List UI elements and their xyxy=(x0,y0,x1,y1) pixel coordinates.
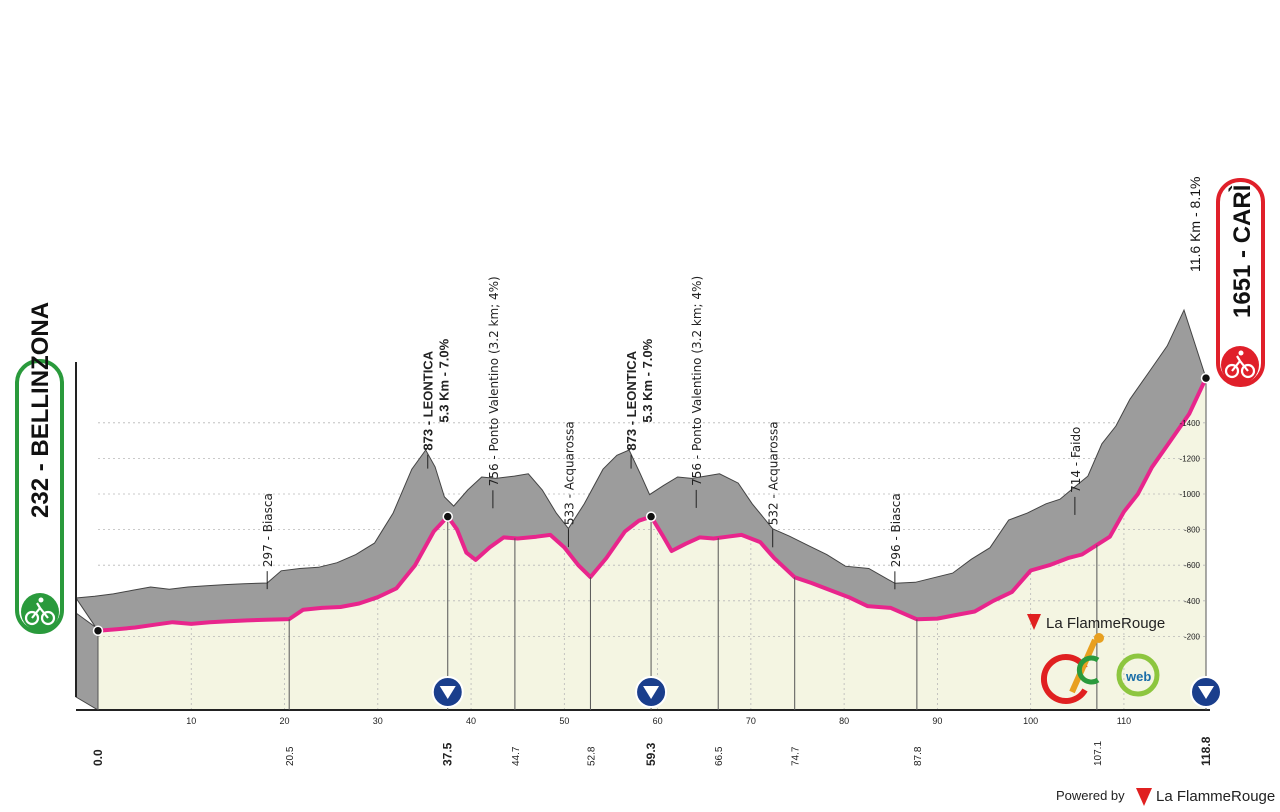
y-tick-label: -200 xyxy=(1184,632,1201,641)
y-tick-label: -1000 xyxy=(1180,490,1201,499)
start-dot xyxy=(92,625,104,636)
climb-name-label: 873 - LEONTICA xyxy=(624,350,639,450)
route-line-layer xyxy=(75,362,1210,711)
km-marker-label: 107.1 xyxy=(1093,741,1104,766)
profile-area-layer xyxy=(98,378,1206,710)
tick-label-layer: 10 20 30 40 50 60 70 80 90 100 110 -200 -400 -600 -800… xyxy=(186,419,1200,726)
gpm-arrow-icon xyxy=(643,686,660,699)
annotation-layer: 297 - Biasca 756 - Ponto Valentino (3.2 k… xyxy=(261,276,1083,590)
gpm-arrow-icon xyxy=(1198,686,1214,699)
x-tick-label: 80 xyxy=(839,716,849,726)
start-label: 232 - BELLINZONA xyxy=(27,302,54,518)
x-tick-label: 50 xyxy=(559,716,569,726)
km-marker-label: 118.8 xyxy=(1199,736,1213,766)
profile-area xyxy=(98,378,1206,710)
web-text: web xyxy=(1125,669,1151,684)
km-marker-label: 59.3 xyxy=(644,742,658,766)
annotation-label: 756 - Ponto Valentino (3.2 km; 4%) xyxy=(487,276,501,486)
powered-by-footer: Powered by La FlammeRouge xyxy=(1056,788,1275,806)
y-tick-label: -400 xyxy=(1184,597,1201,606)
annotation-label: 756 - Ponto Valentino (3.2 km; 4%) xyxy=(690,276,704,486)
km-marker-label: 44.7 xyxy=(511,746,522,766)
flame-icon xyxy=(1027,614,1041,630)
y-tick-label: -800 xyxy=(1184,526,1201,535)
km-marker-label: 74.7 xyxy=(791,746,802,766)
cyclist-icon xyxy=(1221,346,1259,384)
summit-dot xyxy=(645,511,657,522)
gpm-arrow-icon xyxy=(439,686,456,699)
km-marker-label: 0.0 xyxy=(91,749,105,766)
logo-text: La FlammeRouge xyxy=(1046,615,1165,632)
x-tick-label: 110 xyxy=(1117,716,1131,726)
annotation-label: 533 - Acquarossa xyxy=(562,421,576,525)
x-tick-label: 60 xyxy=(653,716,663,726)
y-tick-label: -600 xyxy=(1184,561,1201,570)
finish-badge: 1651 - CARÌ 11.6 Km - 8.1% xyxy=(1187,177,1265,387)
x-tick-label: 30 xyxy=(373,716,383,726)
start-badge: 232 - BELLINZONA xyxy=(15,302,64,634)
powered-by-text: Powered by xyxy=(1056,788,1125,803)
finish-label: 1651 - CARÌ xyxy=(1228,185,1256,318)
flammerouge-logo: La FlammeRouge xyxy=(1027,614,1165,632)
x-tick-label: 20 xyxy=(280,716,290,726)
x-tick-label: 10 xyxy=(186,716,196,726)
x-tick-label: 90 xyxy=(932,716,942,726)
km-marker-label: 87.8 xyxy=(913,746,924,766)
km-marker-label: 66.5 xyxy=(714,746,725,766)
climb-detail-label: 5.3 Km - 7.0% xyxy=(437,338,452,422)
annotation-label: 532 - Acquarossa xyxy=(767,421,781,525)
cyclist-icon xyxy=(21,593,59,631)
annotation-label: 297 - Biasca xyxy=(261,493,275,567)
route-line xyxy=(97,377,1208,633)
annotation-label: 714 - Faido xyxy=(1069,427,1083,493)
ciclo-web-logo: web xyxy=(1040,633,1160,704)
x-tick-label: 70 xyxy=(746,716,756,726)
km-marker-layer: 0.0 20.5 37.5 44.7 52.8 59.3 66.5 74.7 87.8 107.1… xyxy=(91,372,1222,766)
x-tick-label: 40 xyxy=(466,716,476,726)
climb-detail-label: 5.3 Km - 7.0% xyxy=(640,338,655,422)
y-tick-label: -1400 xyxy=(1180,419,1201,428)
powered-brand-text: La FlammeRouge xyxy=(1156,788,1275,805)
km-marker-label: 37.5 xyxy=(441,742,455,766)
y-tick-label: -1200 xyxy=(1180,454,1201,463)
summit-dot xyxy=(1200,372,1212,384)
summit-dot xyxy=(442,511,453,522)
km-marker-label: 20.5 xyxy=(285,746,296,766)
flame-icon xyxy=(1136,788,1152,806)
km-marker-label: 52.8 xyxy=(586,746,597,766)
climb-name-label: 873 - LEONTICA xyxy=(421,350,436,450)
annotation-label: 296 - Biasca xyxy=(889,493,903,567)
finish-climb-label: 11.6 Km - 8.1% xyxy=(1187,177,1203,272)
x-tick-label: 100 xyxy=(1023,716,1038,726)
